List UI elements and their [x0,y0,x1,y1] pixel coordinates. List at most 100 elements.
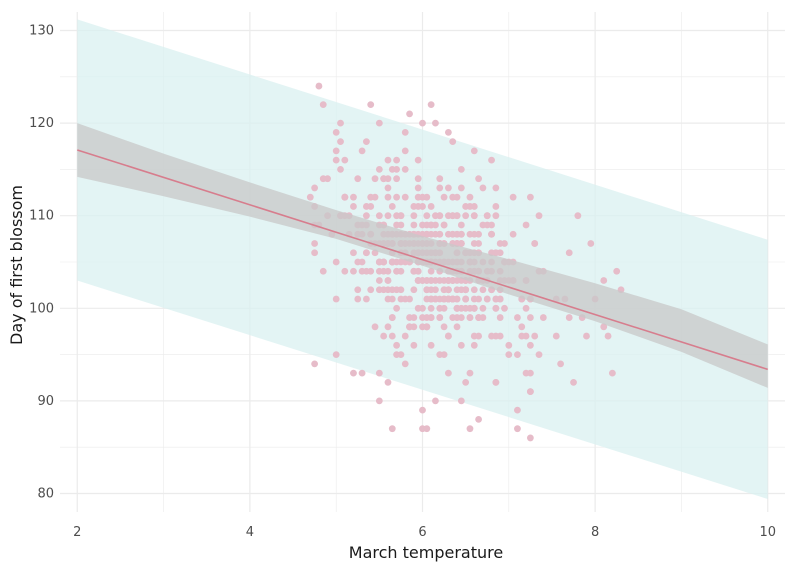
x-tick-label: 6 [418,525,426,540]
data-point [414,184,422,192]
data-point [436,277,444,284]
data-point [492,378,500,386]
data-point [384,277,392,284]
data-point [427,341,435,349]
data-point [457,221,465,229]
data-point [432,397,439,405]
data-point [406,314,413,321]
axes: 2 4 6 8 10 80 90 100 110 120 130 [29,24,776,540]
data-point [574,212,582,220]
data-point [514,406,521,414]
data-point [427,286,435,294]
data-point [604,332,612,340]
data-point [332,128,340,136]
y-axis-title: Day of first blossom [7,185,26,345]
data-point [362,203,370,210]
data-point [427,203,435,210]
data-point [341,193,349,201]
data-point [384,295,392,303]
data-point [311,184,319,192]
data-point [375,369,383,377]
data-point [406,323,413,331]
data-point [505,351,513,358]
data-point [423,314,431,321]
data-point [470,304,478,312]
data-point [414,175,422,183]
data-point [337,166,344,173]
data-point [332,351,340,358]
data-point [375,286,383,294]
data-point [397,221,405,229]
x-tick-label: 4 [246,525,254,540]
data-point [440,221,448,229]
data-point [453,286,461,294]
data-point [522,304,530,312]
data-point [427,101,435,108]
data-point [565,314,573,321]
data-point [457,230,465,238]
data-point [427,277,435,284]
data-point [393,258,401,266]
data-point [384,378,392,386]
data-point [319,101,327,108]
data-point [514,351,521,358]
data-point [350,249,357,257]
data-point [319,267,327,275]
data-point [470,147,478,155]
data-point [449,138,457,146]
data-point [444,128,452,136]
data-point [496,314,504,321]
data-point [375,267,383,275]
data-point [388,425,396,433]
data-point [440,323,448,331]
data-point [375,212,383,220]
regression-line-layer [77,149,768,371]
data-point [427,295,435,303]
data-point [393,193,401,201]
data-point [444,369,452,377]
data-point [367,286,375,294]
data-point [384,286,392,294]
data-point [583,332,590,340]
data-point [423,221,431,229]
data-point [380,332,388,340]
data-point [462,295,470,303]
data-point [436,184,444,192]
data-point [509,193,517,201]
data-point [449,230,457,238]
data-point [350,369,357,377]
data-point [475,332,483,340]
data-point [522,369,530,377]
data-point [362,267,370,275]
data-point [410,212,418,220]
data-point [311,249,319,257]
data-point [393,341,401,349]
data-point [410,286,418,294]
data-point [406,110,413,118]
data-point [470,240,478,247]
data-point [518,332,526,340]
data-point [466,314,474,321]
data-point [453,323,461,331]
data-point [410,267,418,275]
data-point [341,267,349,275]
data-point [470,341,478,349]
data-point [436,314,444,321]
data-point [354,175,362,183]
data-point [462,212,470,220]
data-point [475,314,483,321]
data-point [406,295,413,303]
data-point [375,166,383,173]
data-point [375,397,383,405]
data-point [531,240,539,247]
data-point [337,138,344,146]
data-point [535,212,543,220]
y-tick-label: 110 [29,209,54,224]
data-point [371,193,379,201]
confidence-band-layer [77,123,768,388]
data-point [414,203,422,210]
data-point [444,332,452,340]
data-point [552,332,560,340]
data-point [440,295,448,303]
data-point [488,332,495,340]
